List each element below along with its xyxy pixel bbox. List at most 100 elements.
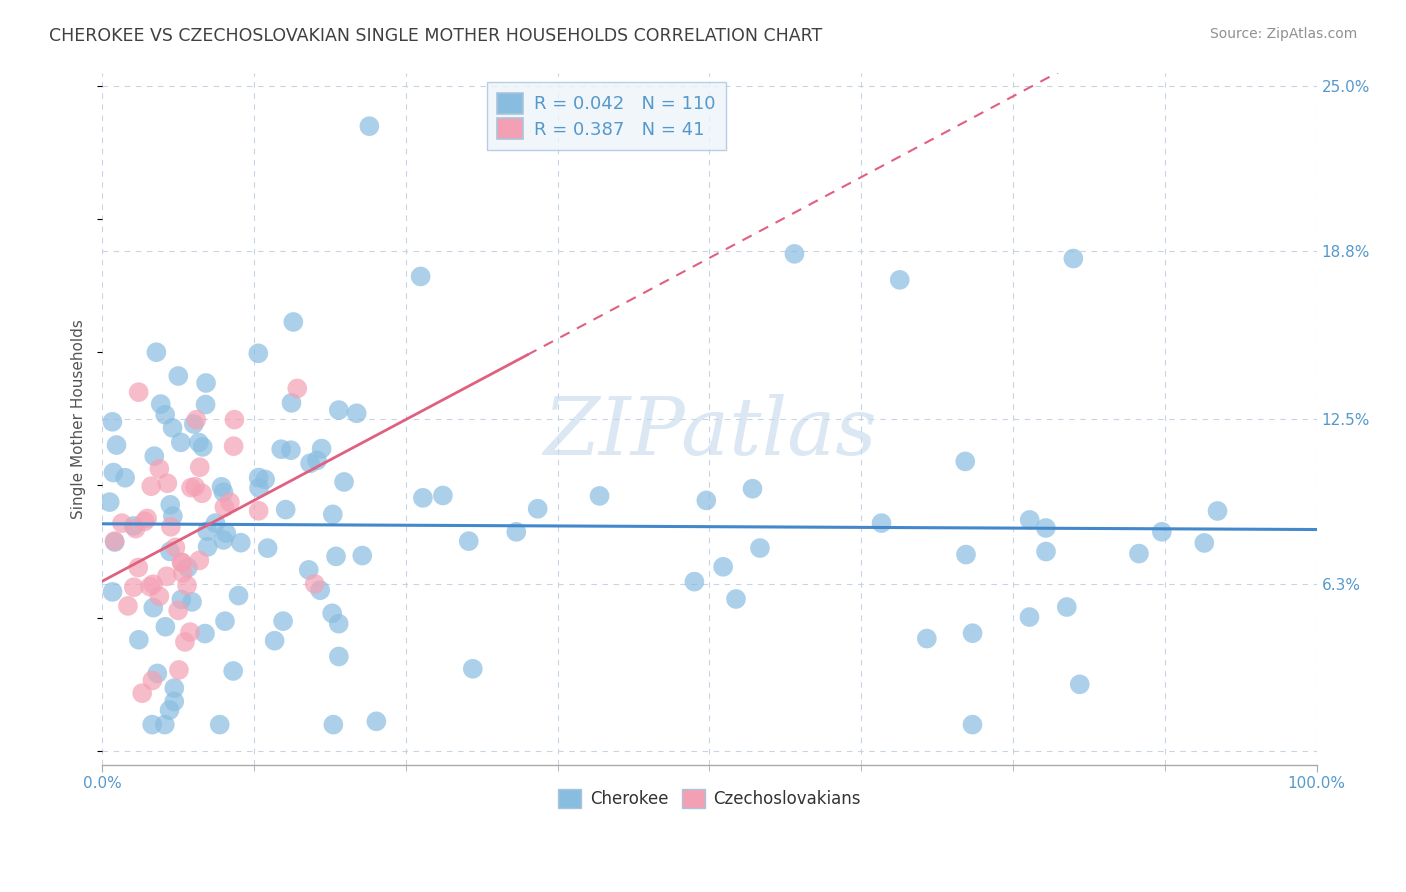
Point [98, 495, 121, 509]
Point [695, 493, 717, 508]
Point [101, 585, 124, 599]
Point [222, 439, 245, 453]
Point [1018, 513, 1040, 527]
Point [1128, 547, 1150, 561]
Point [247, 346, 270, 360]
Point [188, 553, 211, 567]
Text: Source: ZipAtlas.com: Source: ZipAtlas.com [1209, 27, 1357, 41]
Point [141, 673, 163, 688]
Point [145, 345, 167, 359]
Point [194, 398, 217, 412]
Point [359, 119, 381, 133]
Point [352, 549, 374, 563]
Point [322, 508, 344, 522]
Point [134, 515, 156, 529]
Point [219, 495, 242, 509]
Point [1035, 544, 1057, 558]
Point [174, 635, 197, 649]
Point [191, 486, 214, 500]
Point [247, 504, 270, 518]
Point [149, 397, 172, 411]
Point [159, 498, 181, 512]
Point [311, 442, 333, 456]
Point [247, 481, 270, 495]
Point [1056, 600, 1078, 615]
Point [181, 595, 204, 609]
Point [179, 625, 201, 640]
Point [962, 717, 984, 731]
Point [298, 563, 321, 577]
Point [333, 475, 356, 489]
Point [280, 396, 302, 410]
Point [328, 403, 350, 417]
Text: CHEROKEE VS CZECHOSLOVAKIAN SINGLE MOTHER HOUSEHOLDS CORRELATION CHART: CHEROKEE VS CZECHOSLOVAKIAN SINGLE MOTHE… [49, 27, 823, 45]
Point [122, 519, 145, 533]
Point [160, 520, 183, 534]
Point [724, 591, 747, 606]
Point [128, 385, 150, 400]
Point [117, 599, 139, 613]
Point [167, 603, 190, 617]
Point [204, 516, 226, 530]
Point [105, 438, 128, 452]
Point [870, 516, 893, 530]
Point [177, 560, 200, 574]
Point [153, 408, 176, 422]
Point [224, 412, 246, 426]
Point [366, 714, 388, 729]
Point [328, 616, 350, 631]
Point [457, 534, 479, 549]
Point [180, 481, 202, 495]
Point [139, 580, 162, 594]
Point [141, 717, 163, 731]
Point [103, 534, 125, 549]
Point [915, 632, 938, 646]
Point [159, 544, 181, 558]
Point [412, 491, 434, 505]
Point [146, 666, 169, 681]
Point [141, 479, 163, 493]
Point [229, 535, 252, 549]
Point [143, 449, 166, 463]
Point [222, 664, 245, 678]
Point [214, 500, 236, 515]
Point [127, 560, 149, 574]
Point [1150, 524, 1173, 539]
Point [162, 509, 184, 524]
Point [409, 269, 432, 284]
Point [247, 470, 270, 484]
Point [156, 476, 179, 491]
Point [172, 556, 194, 570]
Point [122, 580, 145, 594]
Point [155, 620, 177, 634]
Point [505, 524, 527, 539]
Point [749, 541, 772, 555]
Point [346, 406, 368, 420]
Point [163, 694, 186, 708]
Point [183, 417, 205, 431]
Point [128, 632, 150, 647]
Point [280, 443, 302, 458]
Point [1194, 536, 1216, 550]
Point [283, 315, 305, 329]
Point [328, 649, 350, 664]
Point [322, 717, 344, 731]
Point [170, 592, 193, 607]
Point [194, 626, 217, 640]
Point [955, 454, 977, 468]
Point [176, 578, 198, 592]
Point [783, 247, 806, 261]
Point [111, 516, 134, 530]
Point [187, 435, 209, 450]
Point [197, 540, 219, 554]
Point [165, 541, 187, 555]
Point [304, 577, 326, 591]
Point [172, 566, 194, 580]
Point [103, 466, 125, 480]
Point [274, 502, 297, 516]
Point [186, 413, 208, 427]
Point [167, 663, 190, 677]
Point [588, 489, 610, 503]
Point [1206, 504, 1229, 518]
Point [285, 381, 308, 395]
